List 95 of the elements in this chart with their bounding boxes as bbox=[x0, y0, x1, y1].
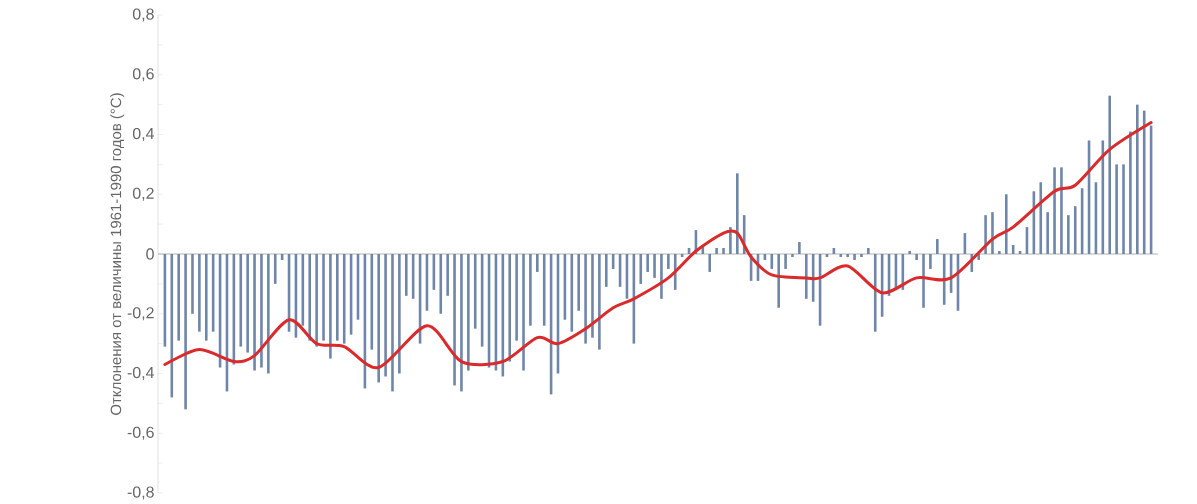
bar bbox=[322, 254, 325, 341]
bar bbox=[936, 239, 939, 254]
y-tick-label: -0,6 bbox=[127, 426, 154, 440]
bar bbox=[653, 254, 656, 278]
bar bbox=[798, 242, 801, 254]
bar bbox=[791, 254, 794, 257]
bar bbox=[770, 254, 774, 269]
bar bbox=[577, 254, 580, 311]
y-tick-label: 0,2 bbox=[132, 187, 154, 201]
bar bbox=[177, 254, 180, 341]
bar bbox=[391, 254, 394, 392]
bar bbox=[991, 212, 994, 254]
bar bbox=[873, 254, 877, 332]
bar bbox=[598, 254, 601, 350]
bar bbox=[273, 254, 277, 284]
bar bbox=[736, 173, 739, 254]
bar bbox=[584, 254, 587, 344]
bar bbox=[839, 254, 843, 257]
bar bbox=[1073, 206, 1077, 254]
bar bbox=[1060, 167, 1063, 254]
bar bbox=[942, 254, 946, 305]
bar bbox=[908, 251, 912, 254]
bar bbox=[570, 254, 574, 332]
bar bbox=[1067, 215, 1070, 254]
y-tick-label: 0 bbox=[146, 248, 154, 260]
bar bbox=[246, 254, 249, 353]
bar bbox=[398, 254, 401, 374]
y-axis-title: Отклонения от величины 1961-1990 годов (°C) bbox=[110, 93, 125, 415]
bar bbox=[529, 254, 532, 326]
bar bbox=[1122, 164, 1125, 254]
bar bbox=[329, 254, 332, 359]
bar bbox=[846, 254, 849, 257]
bar bbox=[1129, 131, 1132, 254]
bar bbox=[508, 254, 512, 362]
bar bbox=[660, 254, 663, 299]
bar bbox=[667, 254, 670, 269]
y-tick-label: -0,2 bbox=[127, 307, 154, 321]
bar bbox=[267, 254, 270, 374]
bar bbox=[453, 254, 456, 386]
bar bbox=[336, 254, 339, 341]
y-tick-label: -0,4 bbox=[127, 366, 154, 381]
bar bbox=[777, 254, 780, 308]
bar bbox=[542, 254, 546, 326]
y-tick-label: -0,8 bbox=[127, 486, 154, 500]
y-tick-label: 0,8 bbox=[132, 8, 154, 22]
bar bbox=[922, 254, 925, 308]
bar bbox=[460, 254, 463, 392]
bar bbox=[253, 254, 256, 371]
bar bbox=[170, 254, 174, 398]
bar bbox=[1136, 104, 1139, 254]
bar bbox=[1039, 182, 1043, 254]
bar bbox=[260, 254, 263, 368]
bar bbox=[315, 254, 318, 347]
bar bbox=[915, 254, 918, 260]
bar bbox=[1108, 95, 1112, 254]
bar bbox=[639, 254, 643, 284]
bar bbox=[446, 254, 449, 296]
bar bbox=[467, 254, 470, 371]
bar bbox=[204, 254, 208, 341]
bar bbox=[784, 254, 787, 269]
bar bbox=[191, 254, 194, 314]
bar bbox=[370, 254, 374, 350]
bar bbox=[1004, 194, 1008, 254]
bar bbox=[1046, 212, 1049, 254]
bar bbox=[522, 254, 525, 371]
bar bbox=[377, 254, 380, 383]
bar bbox=[184, 254, 187, 410]
bar bbox=[536, 254, 539, 272]
bar bbox=[853, 254, 856, 260]
bar bbox=[473, 254, 477, 329]
bar bbox=[308, 254, 312, 341]
bar bbox=[404, 254, 408, 296]
bar bbox=[1115, 164, 1118, 254]
y-tick-label: 0,6 bbox=[132, 68, 154, 82]
bar bbox=[439, 254, 443, 314]
bar bbox=[198, 254, 201, 332]
bar bbox=[1142, 110, 1146, 254]
bar bbox=[867, 248, 870, 254]
bar bbox=[604, 254, 608, 287]
bar bbox=[998, 251, 1001, 254]
bar bbox=[715, 248, 718, 254]
bar bbox=[342, 254, 346, 344]
bar bbox=[929, 254, 932, 269]
bar bbox=[1053, 167, 1056, 254]
y-tick-label: 0,4 bbox=[132, 127, 154, 142]
bar bbox=[591, 254, 594, 338]
line-series bbox=[163, 121, 1153, 370]
bar bbox=[804, 254, 808, 299]
bar bbox=[646, 254, 649, 272]
bar bbox=[722, 248, 725, 254]
bar bbox=[860, 254, 863, 257]
bar bbox=[384, 254, 387, 377]
bar bbox=[515, 254, 518, 341]
bar bbox=[708, 254, 712, 272]
bar bbox=[239, 254, 243, 347]
